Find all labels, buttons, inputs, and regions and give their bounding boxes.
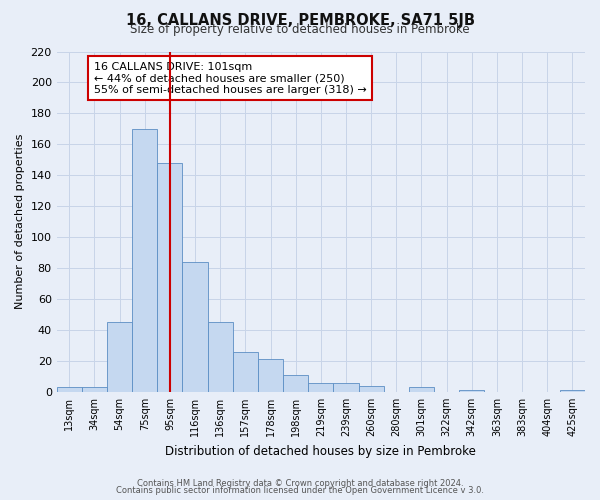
Bar xyxy=(409,388,434,392)
Bar xyxy=(208,322,233,392)
Bar xyxy=(56,388,82,392)
Bar xyxy=(82,388,107,392)
Bar xyxy=(283,375,308,392)
Bar xyxy=(334,382,359,392)
Text: 16, CALLANS DRIVE, PEMBROKE, SA71 5JB: 16, CALLANS DRIVE, PEMBROKE, SA71 5JB xyxy=(125,12,475,28)
Bar xyxy=(132,129,157,392)
Bar xyxy=(233,352,258,392)
Text: Contains HM Land Registry data © Crown copyright and database right 2024.: Contains HM Land Registry data © Crown c… xyxy=(137,478,463,488)
Bar xyxy=(182,262,208,392)
X-axis label: Distribution of detached houses by size in Pembroke: Distribution of detached houses by size … xyxy=(166,444,476,458)
Text: 16 CALLANS DRIVE: 101sqm
← 44% of detached houses are smaller (250)
55% of semi-: 16 CALLANS DRIVE: 101sqm ← 44% of detach… xyxy=(94,62,367,95)
Bar xyxy=(107,322,132,392)
Text: Contains public sector information licensed under the Open Government Licence v : Contains public sector information licen… xyxy=(116,486,484,495)
Y-axis label: Number of detached properties: Number of detached properties xyxy=(15,134,25,310)
Text: Size of property relative to detached houses in Pembroke: Size of property relative to detached ho… xyxy=(130,22,470,36)
Bar xyxy=(459,390,484,392)
Bar xyxy=(560,390,585,392)
Bar xyxy=(157,163,182,392)
Bar xyxy=(359,386,384,392)
Bar xyxy=(308,382,334,392)
Bar xyxy=(258,360,283,392)
